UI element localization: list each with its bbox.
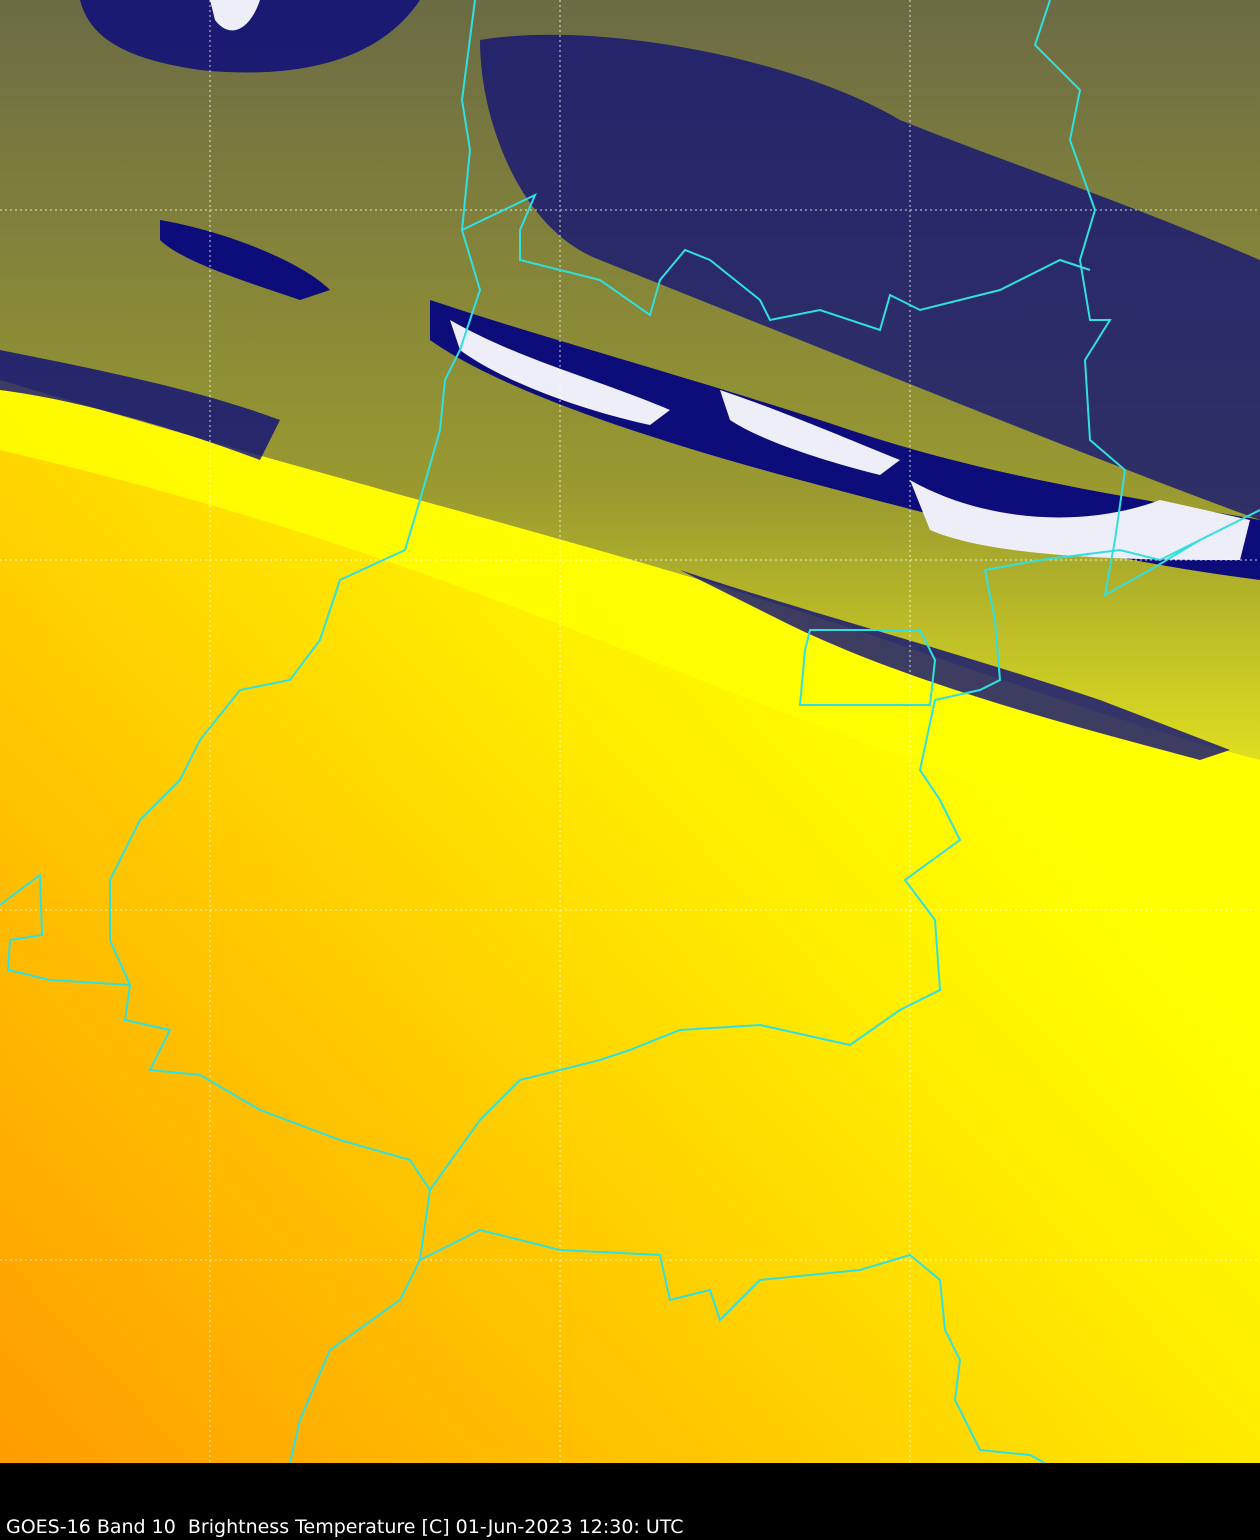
image-caption: GOES-16 Band 10 Brightness Temperature […	[6, 1516, 684, 1538]
graticule	[0, 0, 1260, 1463]
yellow-transition	[0, 380, 1260, 900]
coldest-cloud-tops	[210, 0, 1250, 560]
caption-bar: GOES-16 Band 10 Brightness Temperature […	[0, 1463, 1260, 1540]
cold-cloud-tops	[0, 0, 1260, 760]
political-borders	[0, 0, 1260, 1463]
satellite-image	[0, 0, 1260, 1463]
